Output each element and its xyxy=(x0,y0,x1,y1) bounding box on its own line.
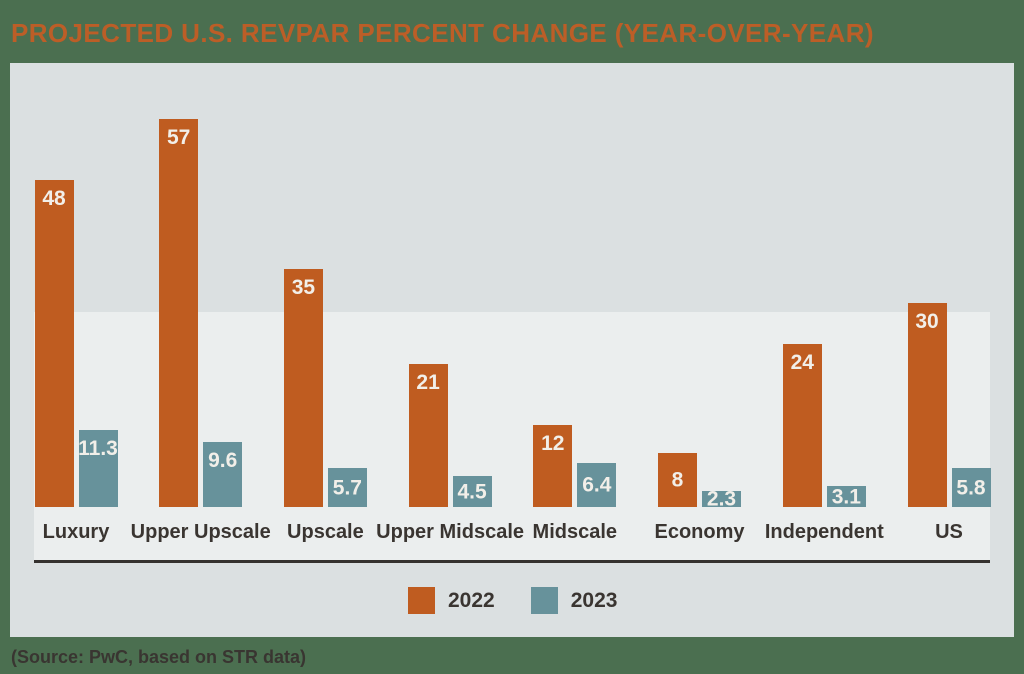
bar-2023-midscale: 6.4 xyxy=(577,463,617,507)
category-label-upper-upscale: Upper Upscale xyxy=(130,521,271,543)
category-label-midscale: Midscale xyxy=(532,521,618,543)
bar-value-label: 3.1 xyxy=(831,485,861,508)
bar-value-label: 2.3 xyxy=(706,487,737,511)
bar-value-label: 9.6 xyxy=(208,449,238,472)
bar-value-label: 48 xyxy=(42,187,66,210)
bar-2022-upper-upscale: 57 xyxy=(159,119,199,507)
bar-value-label: 21 xyxy=(416,371,440,394)
category-label-upper-midscale: Upper Midscale xyxy=(376,521,525,543)
legend-label-2022: 2022 xyxy=(448,588,495,612)
category-label-upscale: Upscale xyxy=(287,521,364,543)
chart-panel: 48 11.3 Luxury 57 9.6 Upper Upscale 35 5.7 Upsca… xyxy=(10,63,1014,637)
bar-2023-us: 5.8 xyxy=(951,468,991,507)
bar-value-label: 8 xyxy=(671,468,684,492)
bar-2023-luxury: 11.3 xyxy=(78,430,118,507)
bar-value-label: 11.3 xyxy=(78,437,118,460)
bar-value-label: 24 xyxy=(790,351,814,374)
category-label-luxury: Luxury xyxy=(42,521,110,543)
category-label-economy: Economy xyxy=(654,521,745,543)
category-label-independent: Independent xyxy=(764,521,884,543)
bar-2023-economy: 2.3 xyxy=(702,487,741,511)
bar-2022-midscale: 12 xyxy=(533,425,573,507)
bar-value-label: 5.7 xyxy=(332,476,362,499)
bar-value-label: 6.4 xyxy=(582,473,612,497)
legend-swatch-2022 xyxy=(408,587,435,614)
bar-2022-us: 30 xyxy=(907,303,947,507)
bar-2022-upscale: 35 xyxy=(283,269,323,507)
bar-value-label: 5.8 xyxy=(956,476,986,499)
bar-2022-independent: 24 xyxy=(782,344,822,507)
legend-swatch-2023 xyxy=(530,587,558,614)
legend: 2022 2023 xyxy=(408,587,617,614)
bar-2023-upscale: 5.7 xyxy=(327,468,367,507)
bar-2023-independent: 3.1 xyxy=(826,485,866,508)
chart-title: PROJECTED U.S. REVPAR PERCENT CHANGE (YE… xyxy=(11,18,874,48)
bar-2023-upper-midscale: 4.5 xyxy=(452,476,492,507)
bar-2022-luxury: 48 xyxy=(34,180,74,507)
bar-value-label: 30 xyxy=(915,310,939,333)
plot-area: 48 11.3 Luxury 57 9.6 Upper Upscale 35 5.7 Upsca… xyxy=(10,63,1014,637)
bar-value-label: 57 xyxy=(167,126,191,149)
bar-2023-upper-upscale: 9.6 xyxy=(203,442,243,507)
bar-value-label: 12 xyxy=(541,432,565,455)
x-axis-line xyxy=(34,560,990,563)
bar-value-label: 35 xyxy=(291,276,316,299)
bar-2022-economy: 8 xyxy=(658,453,697,507)
legend-label-2023: 2023 xyxy=(570,588,618,612)
bar-value-label: 4.5 xyxy=(457,480,487,503)
source-note: (Source: PwC, based on STR data) xyxy=(11,647,307,667)
bar-2022-upper-midscale: 21 xyxy=(408,364,448,507)
category-label-us: US xyxy=(935,521,963,543)
